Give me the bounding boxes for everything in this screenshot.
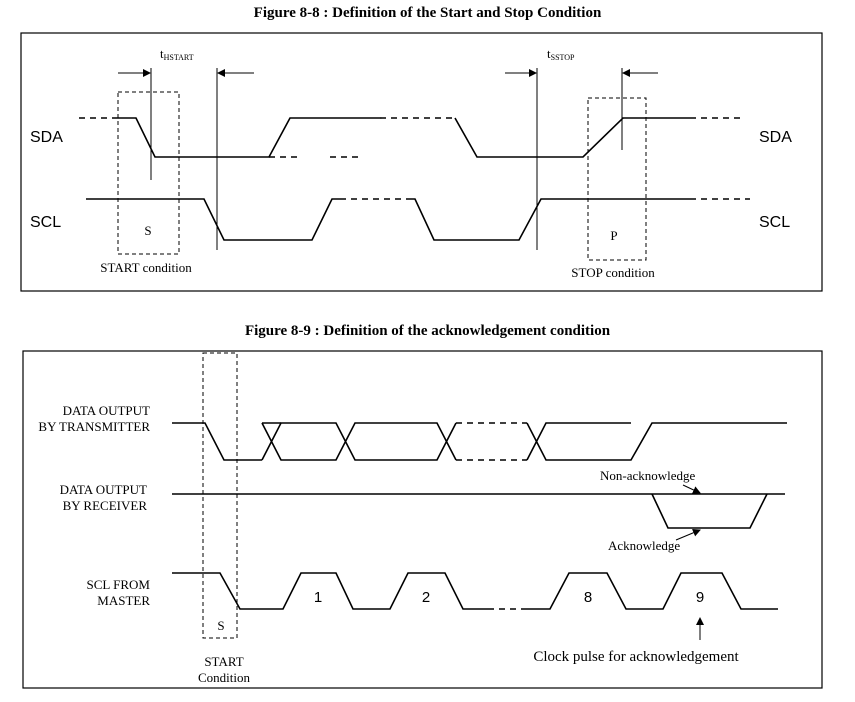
scl-waveform xyxy=(86,198,750,241)
figure-8-9-title: Figure 8-9 : Definition of the acknowled… xyxy=(244,323,611,339)
start-caption-line2: Condition xyxy=(198,670,251,685)
figure-8-9: DATA OUTPUT BY TRANSMITTER DATA OUTPUT B… xyxy=(22,350,823,689)
non-acknowledge-arrow xyxy=(682,484,701,494)
clock-pulse-2: 2 xyxy=(422,589,430,606)
transmitter-label-line1: DATA OUTPUT xyxy=(63,403,150,418)
clock-pulse-8: 8 xyxy=(584,589,592,606)
clock-pulse-1: 1 xyxy=(314,589,322,606)
transmitter-label-line2: BY TRANSMITTER xyxy=(38,419,150,434)
start-caption-line1: START xyxy=(204,654,243,669)
sda-label-left: SDA xyxy=(30,129,63,146)
stop-condition-box xyxy=(587,97,647,261)
non-acknowledge-label: Non-acknowledge xyxy=(600,468,696,483)
stop-marker-p: P xyxy=(610,228,617,243)
receiver-label-line2: BY RECEIVER xyxy=(63,498,148,513)
start-marker-s-2: S xyxy=(217,618,224,633)
figure-8-8-title: Figure 8-8 : Definition of the Start and… xyxy=(253,5,602,21)
figure-8-8: tHSTART tSSTOP SDA SDA SCL SCL S P START… xyxy=(20,32,823,292)
start-marker-s: S xyxy=(144,223,151,238)
scl-master-label-line2: MASTER xyxy=(97,593,150,608)
t-sstop-label: tSSTOP xyxy=(547,46,575,62)
start-condition-box xyxy=(117,91,180,255)
start-condition-caption: START condition xyxy=(100,260,192,275)
figure-8-9-frame xyxy=(22,350,823,689)
acknowledge-label: Acknowledge xyxy=(608,538,680,553)
sda-waveform xyxy=(79,117,740,158)
receiver-waveform xyxy=(172,493,785,529)
scl-label-left: SCL xyxy=(30,214,61,231)
scl-master-label-line1: SCL FROM xyxy=(87,577,151,592)
scl-label-right: SCL xyxy=(759,214,790,231)
receiver-label-line1: DATA OUTPUT xyxy=(60,482,147,497)
clock-pulse-9: 9 xyxy=(696,589,704,606)
figure-8-8-frame xyxy=(20,32,823,292)
clock-pulse-caption: Clock pulse for acknowledgement xyxy=(533,649,739,665)
stop-condition-caption: STOP condition xyxy=(571,265,655,280)
transmitter-waveform xyxy=(172,422,787,461)
acknowledge-arrow xyxy=(675,529,701,541)
start-condition-box-2 xyxy=(202,352,238,639)
scl-from-master-waveform xyxy=(172,572,778,610)
sda-label-right: SDA xyxy=(759,129,792,146)
t-hstart-label: tHSTART xyxy=(160,46,194,62)
